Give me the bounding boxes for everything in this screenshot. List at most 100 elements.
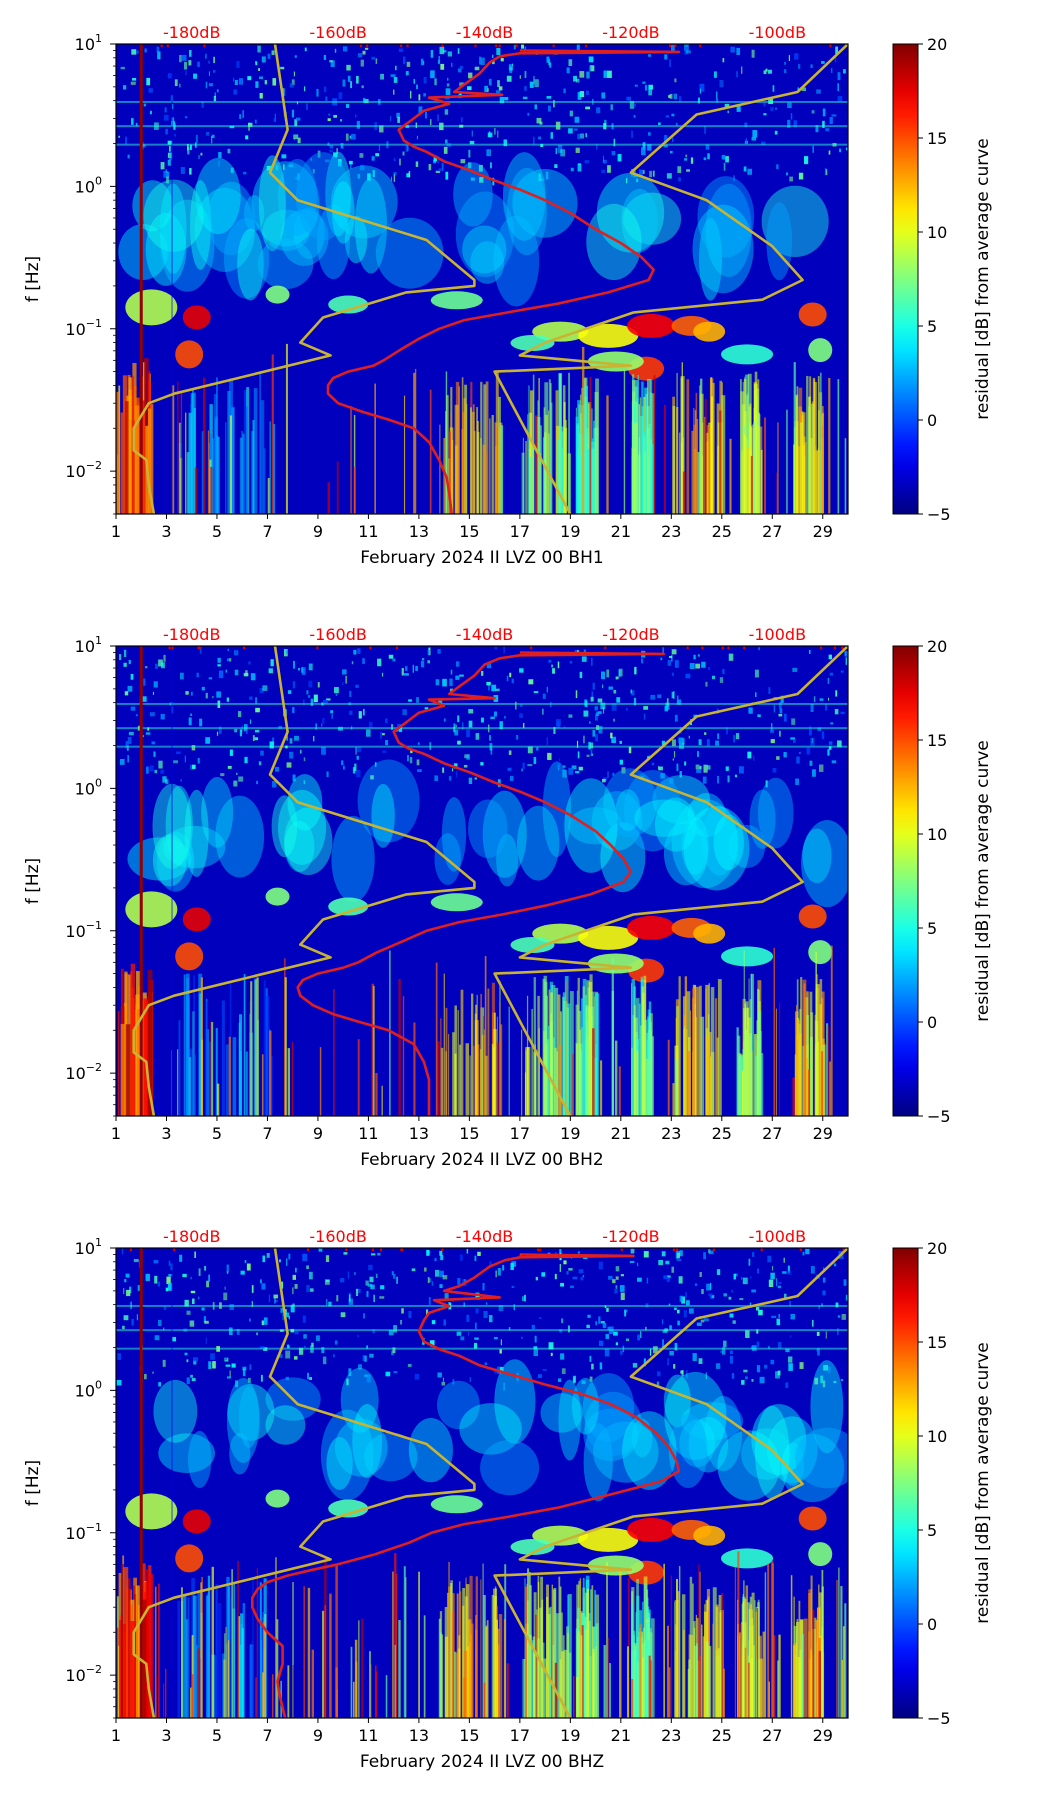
microseism-plume	[215, 795, 265, 878]
lf-spike	[503, 1619, 506, 1718]
hf-noise-cell	[194, 1251, 197, 1258]
hf-noise-cell	[638, 169, 643, 178]
hf-noise-cell	[699, 765, 702, 770]
lf-streak	[569, 991, 574, 1116]
hf-noise-cell	[261, 1283, 266, 1290]
hf-noise-cell	[541, 1272, 546, 1277]
hf-noise-cell	[803, 156, 809, 165]
hf-noise-cell	[776, 756, 780, 760]
hf-noise-cell	[239, 729, 242, 737]
hf-noise-cell	[637, 1262, 639, 1267]
lf-streak	[215, 1027, 218, 1116]
hf-noise-cell	[767, 1255, 772, 1263]
hf-noise-cell	[533, 756, 537, 764]
lf-spike	[423, 1615, 426, 1718]
hf-noise-cell	[607, 165, 611, 173]
hf-noise-cell	[395, 65, 397, 71]
lf-streak	[188, 412, 193, 514]
hf-noise-cell	[499, 96, 505, 104]
hf-noise-cell	[205, 692, 208, 699]
lf-spike	[237, 1560, 239, 1718]
lf-streak	[484, 452, 487, 514]
lf-streak	[702, 1636, 705, 1718]
top-tick	[701, 646, 704, 649]
microseism-peak	[693, 1525, 726, 1546]
hf-noise-cell	[190, 1276, 193, 1280]
hf-noise-cell	[610, 104, 613, 111]
lf-streak	[705, 984, 709, 1116]
lf-spike	[263, 1621, 266, 1718]
lf-spike	[177, 1049, 179, 1116]
hf-noise-cell	[818, 764, 824, 772]
hf-noise-cell	[322, 1356, 327, 1365]
microseism-plume	[502, 152, 546, 241]
hf-noise-cell	[201, 1307, 205, 1311]
hf-noise-cell	[703, 157, 707, 161]
top-tick	[406, 44, 409, 47]
hf-noise-cell	[306, 690, 309, 695]
hf-noise-cell	[647, 144, 652, 151]
hf-noise-cell	[445, 171, 449, 180]
colorbar-tick-label: 10	[927, 1427, 947, 1446]
lf-streak	[708, 1645, 712, 1718]
hf-noise-cell	[453, 726, 456, 733]
hf-noise-cell	[286, 733, 288, 741]
top-tick	[441, 44, 444, 47]
hf-noise-cell	[649, 1348, 652, 1356]
lf-spike	[776, 472, 778, 514]
hf-noise-cell	[125, 1273, 130, 1278]
hf-noise-cell	[447, 77, 449, 81]
microseism-peak	[328, 1499, 369, 1518]
hf-noise-cell	[667, 660, 672, 666]
hf-noise-cell	[484, 1362, 488, 1366]
hf-noise-cell	[143, 103, 146, 107]
hf-noise-cell	[174, 133, 176, 137]
hf-noise-cell	[205, 737, 211, 744]
hf-noise-cell	[704, 125, 706, 134]
lf-streak	[221, 1000, 225, 1116]
hf-noise-cell	[180, 167, 185, 174]
hf-noise-cell	[731, 1373, 735, 1379]
hf-noise-cell	[575, 147, 580, 153]
hf-noise-cell	[633, 697, 637, 706]
hf-noise-cell	[669, 1350, 674, 1356]
hf-noise-cell	[442, 1377, 444, 1382]
lf-streak	[810, 1575, 813, 1718]
hf-noise-cell	[488, 1315, 493, 1323]
hf-noise-cell	[390, 176, 392, 182]
hf-noise-cell	[307, 1372, 309, 1380]
hf-noise-cell	[828, 150, 831, 155]
hf-noise-cell	[566, 67, 570, 74]
hf-noise-cell	[755, 692, 757, 698]
hf-noise-cell	[729, 1350, 733, 1355]
hf-noise-cell	[355, 1288, 359, 1297]
hf-noise-cell	[602, 684, 604, 689]
hf-noise-cell	[306, 1265, 309, 1270]
top-tick	[129, 1248, 132, 1251]
hf-noise-cell	[474, 1337, 479, 1340]
hf-noise-cell	[740, 1277, 743, 1280]
hf-noise-cell	[392, 1347, 396, 1354]
hf-noise-cell	[581, 656, 587, 662]
hf-noise-cell	[379, 125, 384, 133]
hf-noise-cell	[519, 668, 524, 673]
hf-noise-cell	[372, 1329, 375, 1334]
lf-streak	[231, 406, 235, 514]
hf-noise-cell	[224, 1286, 226, 1290]
microseism-plume	[375, 217, 444, 289]
lf-spike	[373, 985, 375, 1116]
lf-streak	[545, 414, 548, 514]
hf-noise-cell	[580, 1276, 584, 1281]
top-tick	[668, 44, 671, 47]
lf-high-residual	[121, 1564, 124, 1718]
lf-streak	[216, 377, 218, 514]
hf-noise-cell	[155, 663, 158, 669]
hf-noise-cell	[810, 737, 815, 746]
hf-noise-cell	[665, 115, 669, 118]
lf-streak	[240, 1613, 244, 1718]
hf-noise-cell	[723, 162, 726, 171]
microseism-plume	[153, 1379, 198, 1443]
hf-noise-cell	[163, 1306, 167, 1310]
lf-streak	[582, 1577, 585, 1718]
hf-noise-cell	[489, 1261, 492, 1268]
